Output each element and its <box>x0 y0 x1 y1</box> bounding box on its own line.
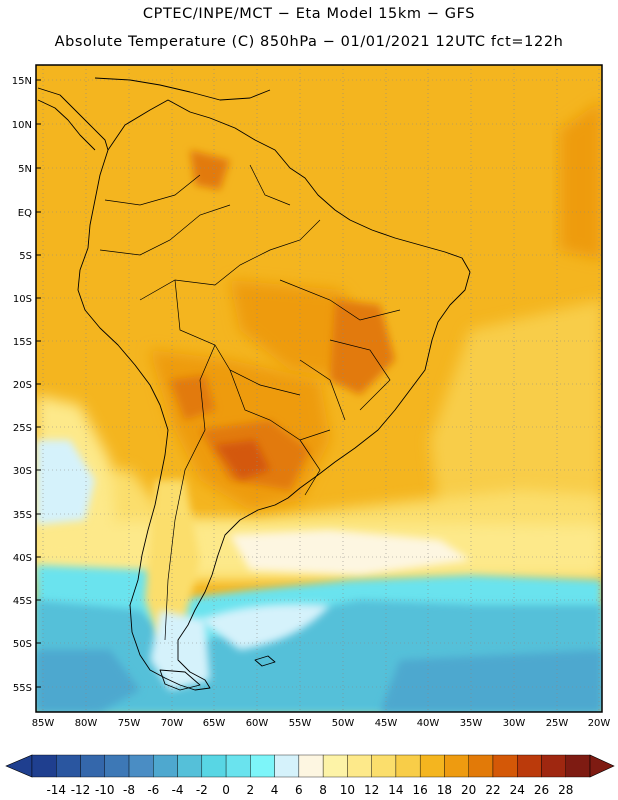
lon-label: 85W <box>32 718 55 729</box>
colorbar-level-label: 4 <box>271 783 279 797</box>
colorbar-level-label: 18 <box>437 783 452 797</box>
colorbar-swatch <box>128 754 154 778</box>
lon-label: 20W <box>588 718 611 729</box>
colorbar-swatch <box>444 754 469 778</box>
lon-label: 75W <box>118 718 141 729</box>
colorbar-level-label: -10 <box>95 783 115 797</box>
colorbar-level-label: -4 <box>172 783 184 797</box>
lon-label: 80W <box>75 718 98 729</box>
colorbar-swatch <box>492 754 518 778</box>
lat-label: 40S <box>13 553 32 564</box>
lat-label: 5S <box>19 251 32 262</box>
colorbar-swatch <box>419 754 445 778</box>
colorbar-level-label: 22 <box>485 783 500 797</box>
title-line-2: Absolute Temperature (C) 850hPa − 01/01/… <box>54 34 564 50</box>
lat-label: 30S <box>13 466 32 477</box>
coastlines <box>37 77 471 691</box>
colorbar-swatch <box>177 754 203 778</box>
colorbar <box>5 754 615 778</box>
colorbar-level-label: -14 <box>46 783 66 797</box>
colorbar-level-label: 24 <box>510 783 525 797</box>
lat-label: 55S <box>13 683 32 694</box>
colorbar-level-label: 0 <box>222 783 230 797</box>
colorbar-level-label: -2 <box>196 783 208 797</box>
lon-label: 70W <box>161 718 184 729</box>
colorbar-swatch <box>153 754 178 778</box>
latitude-labels: 15N 10N 5N EQ 5S 10S 15S 20S 25S 30S 35S… <box>12 76 32 694</box>
colorbar-arrow-left <box>5 754 33 778</box>
lon-label: 40W <box>417 718 440 729</box>
colorbar-swatch <box>298 754 324 778</box>
lat-label: 15N <box>12 76 32 87</box>
colorbar-level-label: 10 <box>340 783 355 797</box>
colorbar-arrow-right <box>589 754 615 778</box>
axis-ticks <box>36 79 41 688</box>
colorbar-swatch <box>250 754 275 778</box>
colorbar-level-label: 16 <box>413 783 428 797</box>
colorbar-level-label: 6 <box>295 783 303 797</box>
lon-label: 50W <box>332 718 355 729</box>
caribbean-coast <box>94 77 271 101</box>
falklands <box>254 655 276 667</box>
lat-label: 15S <box>13 337 32 348</box>
colorbar-swatch <box>31 754 57 778</box>
lat-label: 50S <box>13 639 32 650</box>
lat-label: 25S <box>13 423 32 434</box>
colorbar-swatch <box>56 754 81 778</box>
colorbar-level-label: 14 <box>388 783 403 797</box>
lat-label: 35S <box>13 510 32 521</box>
colorbar-swatch <box>322 754 348 778</box>
colorbar-swatch <box>395 754 421 778</box>
colorbar-swatch <box>225 754 251 778</box>
longitude-labels: 85W 80W 75W 70W 65W 60W 55W 50W 45W 40W … <box>32 718 611 729</box>
lon-label: 65W <box>203 718 226 729</box>
lon-label: 60W <box>246 718 269 729</box>
colorbar-level-label: 26 <box>534 783 549 797</box>
colorbar-labels: -14 -12 -10 -8 -6 -4 -2 0 2 4 6 8 10 12 14 16 18 20 22 24 26… <box>46 783 573 797</box>
colorbar-level-label: 12 <box>364 783 379 797</box>
colorbar-swatch <box>104 754 130 778</box>
lat-label: 5N <box>18 164 32 175</box>
lon-label: 45W <box>375 718 398 729</box>
lat-label: EQ <box>18 208 32 219</box>
colorbar-level-label: -12 <box>71 783 91 797</box>
colorbar-level-label: 20 <box>461 783 476 797</box>
lat-label: 45S <box>13 596 32 607</box>
lon-label: 25W <box>546 718 569 729</box>
colorbar-level-label: 8 <box>319 783 327 797</box>
south-america-coast <box>77 99 471 691</box>
country-borders <box>99 164 401 641</box>
colorbar-level-label: 2 <box>247 783 255 797</box>
colorbar-swatch <box>517 754 542 778</box>
colorbar-swatch <box>274 754 300 778</box>
title-line-1: CPTEC/INPE/MCT − Eta Model 15km − GFS <box>142 6 476 22</box>
colorbar-level-label: 28 <box>558 783 573 797</box>
map-frame <box>35 64 603 713</box>
lat-label: 10S <box>13 294 32 305</box>
colorbar-swatch <box>347 754 372 778</box>
central-america-coast <box>37 87 109 151</box>
colorbar-swatch <box>201 754 227 778</box>
colorbar-level-label: -8 <box>123 783 135 797</box>
lat-label: 20S <box>13 380 32 391</box>
lon-label: 30W <box>503 718 526 729</box>
colorbar-swatch <box>541 754 566 778</box>
colorbar-level-label: -6 <box>147 783 159 797</box>
colorbar-swatch <box>468 754 494 778</box>
tierra-del-fuego <box>159 669 201 691</box>
colorbar-swatch <box>371 754 397 778</box>
colorbar-swatch <box>80 754 105 778</box>
lon-label: 35W <box>460 718 483 729</box>
lat-label: 10N <box>12 120 32 131</box>
lon-label: 55W <box>289 718 312 729</box>
temperature-field <box>36 65 602 712</box>
colorbar-swatch <box>565 754 591 778</box>
